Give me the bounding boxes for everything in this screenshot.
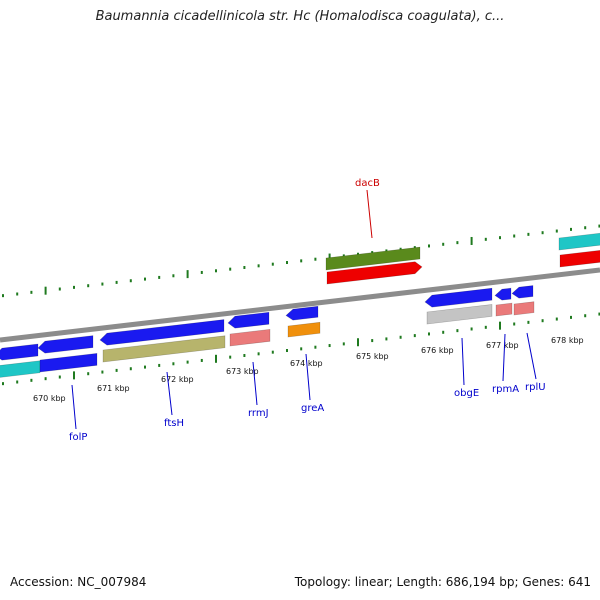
gene-leader-line	[526, 332, 537, 380]
map-title: Baumannia cicadellinicola str. Hc (Homal…	[95, 9, 505, 24]
gene-arrow	[285, 305, 319, 321]
gene-arrow	[0, 360, 41, 378]
gene-label-ftsH: ftsH	[164, 418, 184, 429]
gene-label-rpmA: rpmA	[492, 384, 519, 395]
gene-label-obgE: obgE	[454, 388, 479, 399]
gene-arrow	[227, 311, 270, 329]
kbp-label: 674 kbp	[290, 359, 323, 368]
gene-leader-line	[502, 333, 506, 382]
gene-label-rrmJ: rrmJ	[248, 408, 269, 419]
gene-label-rplU: rplU	[525, 382, 546, 393]
gene-leader-line	[252, 361, 258, 406]
gene-arrow	[559, 250, 600, 268]
kbp-label: 673 kbp	[226, 367, 259, 376]
kbp-labels: 670 kbp 671 kbp 672 kbp 673 kbp 674 kbp 675 k…	[33, 336, 584, 403]
gene-arrow	[287, 321, 321, 338]
gene-arrow	[511, 285, 534, 299]
gene-label-greA: greA	[301, 403, 324, 414]
gene-features	[0, 232, 600, 378]
gene-leader-line	[166, 371, 173, 416]
gene-arrow	[229, 328, 271, 347]
gene-label-folP: folP	[69, 432, 87, 443]
gene-leader-line	[71, 384, 77, 430]
accession-label: Accession: NC_007984	[10, 575, 147, 589]
gene-labels: folP ftsH rrmJ greA dacB obgE rpmA rplU	[69, 178, 546, 443]
gene-arrow	[325, 246, 421, 271]
gene-arrow	[495, 302, 513, 317]
kbp-label: 671 kbp	[97, 384, 130, 393]
kbp-label: 677 kbp	[486, 341, 519, 350]
gene-leader-line	[305, 353, 311, 401]
kbp-label: 678 kbp	[551, 336, 584, 345]
gene-arrow	[424, 287, 493, 308]
gene-leader-line	[366, 189, 373, 239]
gene-arrow	[102, 335, 226, 363]
gene-arrow	[326, 261, 423, 285]
gene-arrow	[37, 335, 94, 354]
tick-marks	[2, 224, 600, 386]
genome-backbone	[0, 267, 600, 343]
kbp-label: 672 kbp	[161, 375, 194, 384]
kbp-label: 675 kbp	[356, 352, 389, 361]
gene-arrow	[39, 353, 98, 373]
gene-leader-line	[461, 337, 465, 386]
genome-summary: Topology: linear; Length: 686,194 bp; Ge…	[294, 575, 591, 589]
gene-arrow	[494, 287, 512, 301]
gene-label-dacB: dacB	[355, 178, 380, 189]
gene-arrow	[0, 343, 39, 361]
gene-arrow	[513, 301, 535, 316]
kbp-label: 670 kbp	[33, 394, 66, 403]
gene-arrow	[99, 319, 225, 346]
kbp-label: 676 kbp	[421, 346, 454, 355]
gene-arrow	[426, 304, 493, 325]
gene-arrow	[558, 232, 600, 251]
gene-leader-lines	[71, 189, 537, 430]
